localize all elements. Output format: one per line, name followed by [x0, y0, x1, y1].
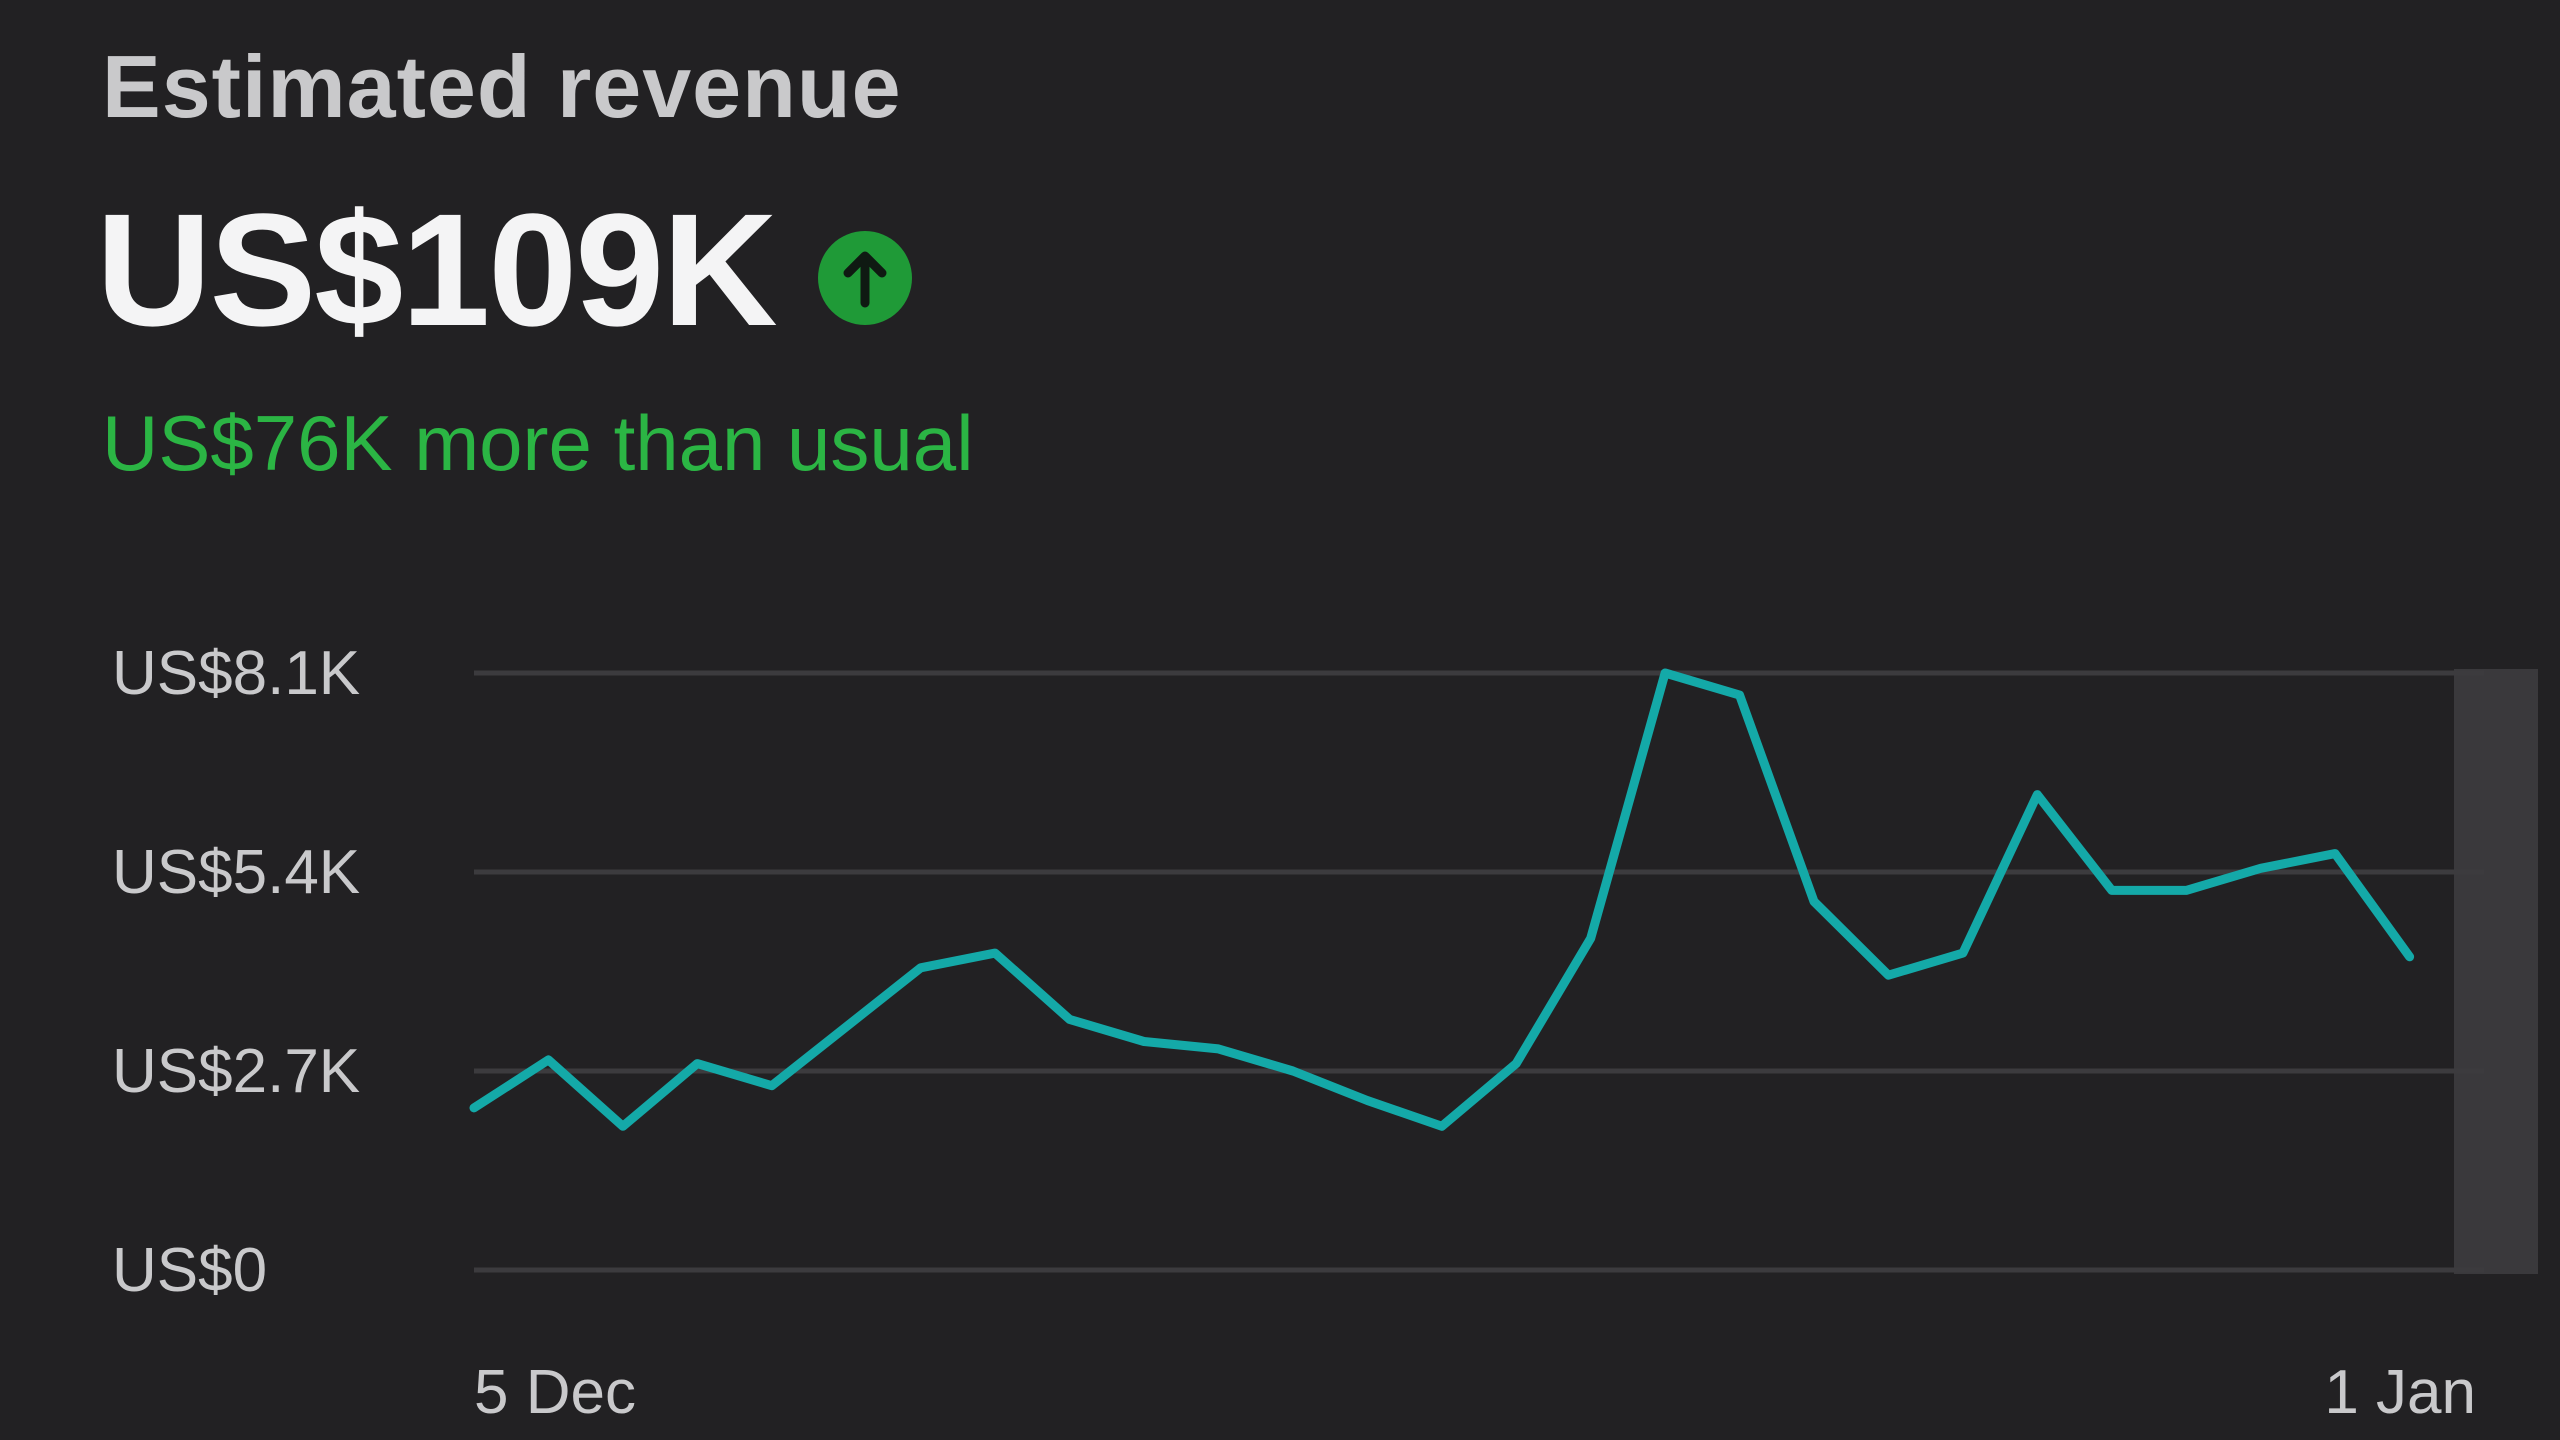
y-tick-label: US$5.4K — [112, 838, 360, 907]
y-tick-label: US$0 — [112, 1236, 267, 1305]
metric-row: US$109K — [96, 178, 912, 362]
arrow-up-icon — [817, 231, 912, 325]
series-line — [469, 668, 2415, 1131]
highlight-band — [2454, 669, 2538, 1274]
x-tick-label: 1 Jan — [2324, 1358, 2476, 1427]
card-title: Estimated revenue — [102, 37, 902, 136]
revenue-value: US$109K — [96, 180, 778, 359]
y-tick-label: US$2.7K — [112, 1037, 360, 1106]
x-tick-label: 5 Dec — [474, 1358, 636, 1427]
comparison-text: US$76K more than usual — [102, 399, 974, 487]
y-tick-label: US$8.1K — [112, 639, 360, 708]
